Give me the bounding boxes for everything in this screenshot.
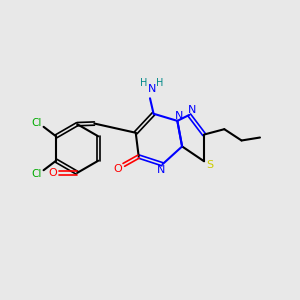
Text: N: N	[148, 84, 157, 94]
Text: O: O	[48, 168, 57, 178]
Text: N: N	[188, 105, 196, 115]
Text: H: H	[156, 78, 163, 88]
Text: N: N	[157, 165, 165, 175]
Text: Cl: Cl	[32, 118, 42, 128]
Text: H: H	[140, 78, 148, 88]
Text: Cl: Cl	[32, 169, 42, 179]
Text: N: N	[175, 111, 183, 121]
Text: O: O	[113, 164, 122, 174]
Text: S: S	[206, 160, 214, 170]
